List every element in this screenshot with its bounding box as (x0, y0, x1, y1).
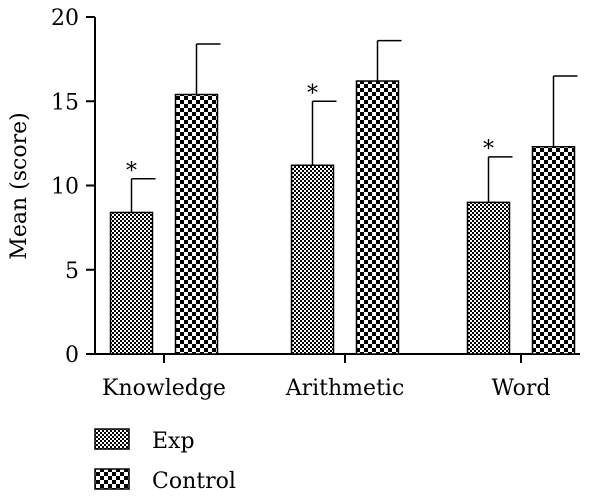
significance-marker: * (126, 159, 137, 184)
bar-control-arithmetic (355, 80, 400, 355)
legend-label: Control (152, 469, 236, 494)
legend-swatch-exp (94, 428, 130, 450)
bar-control-knowledge (174, 93, 219, 355)
x-axis: Knowledge Arithmetic Word (95, 353, 580, 401)
y-axis-title: Mean (score) (7, 112, 32, 259)
significance-marker: * (483, 137, 494, 162)
significance-marker: * (307, 81, 318, 106)
x-tick-label: Arithmetic (285, 376, 405, 401)
y-tick-label: 20 (51, 6, 79, 31)
y-tick-label: 10 (51, 175, 79, 200)
bar-exp-word (466, 201, 511, 355)
legend-swatch-control (94, 468, 130, 490)
y-tick-label: 5 (65, 259, 79, 284)
y-axis: 0 5 10 15 20 (51, 6, 96, 368)
bar-exp-arithmetic (290, 164, 335, 355)
x-tick-label: Word (492, 376, 551, 401)
bar-exp-knowledge (109, 211, 154, 355)
legend-label: Exp (152, 429, 195, 454)
bar-control-word (531, 145, 576, 355)
y-tick-label: 15 (51, 90, 79, 115)
plot-area: * * * (109, 39, 578, 355)
x-tick-label: Knowledge (102, 376, 226, 401)
legend: Exp Control (94, 428, 236, 494)
y-tick-label: 0 (65, 343, 79, 368)
